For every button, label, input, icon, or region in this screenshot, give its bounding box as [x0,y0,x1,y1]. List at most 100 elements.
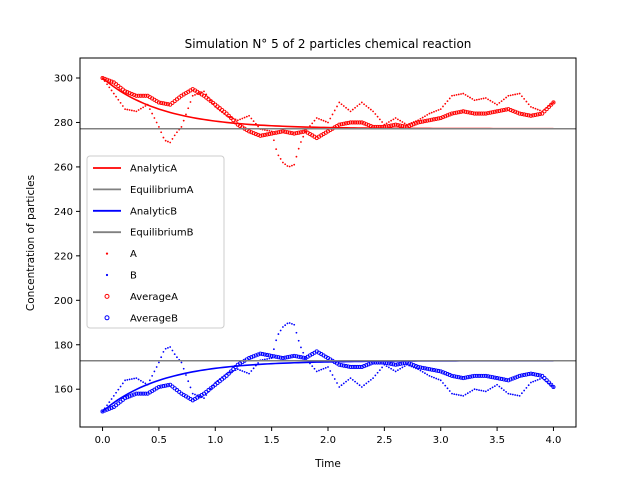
point-A [354,106,356,109]
point-B [498,385,501,388]
average-point-AverageA [452,111,457,116]
point-B [433,376,435,379]
average-point-AverageB [276,355,281,360]
average-point-AverageA [265,132,270,137]
point-B [284,324,287,327]
series-AverageA [100,75,556,141]
point-B [110,398,113,400]
point-B [160,356,163,359]
average-point-AverageB [431,368,437,373]
chart-title: Simulation N° 5 of 2 particles chemical … [185,37,472,51]
point-B [403,365,406,367]
average-point-AverageA [429,117,434,122]
point-A [144,105,147,107]
average-point-AverageA [490,110,495,115]
point-A [462,92,465,95]
point-B [128,378,131,381]
average-point-AverageA [129,91,134,97]
average-point-AverageA [474,111,479,116]
average-point-AverageB [544,378,549,383]
point-A [424,115,426,118]
average-point-AverageA [551,100,556,105]
point-B [121,382,124,385]
average-point-AverageB [486,374,491,379]
point-B [158,361,160,364]
point-A [295,155,298,158]
average-point-AverageA [141,93,146,98]
point-B [318,369,320,372]
average-point-AverageA [285,130,290,135]
point-A [189,101,192,103]
average-point-AverageB [540,373,545,378]
average-point-AverageB [260,352,265,357]
average-point-AverageA [163,101,168,106]
average-point-AverageA [355,120,360,125]
point-B [387,366,390,369]
point-B [345,380,347,383]
point-A [401,121,404,123]
average-point-AverageB [461,376,466,381]
average-point-AverageA [436,116,441,121]
average-point-AverageA [434,116,439,121]
average-point-AverageA [267,131,272,137]
average-point-AverageB [132,392,137,397]
point-B [322,367,325,370]
point-A [385,122,388,125]
point-B [203,397,205,400]
average-point-AverageA [224,111,229,116]
point-A [419,118,422,120]
point-B [473,388,476,391]
average-point-AverageB [522,372,527,378]
average-point-AverageB [359,364,364,370]
average-point-AverageB [249,355,254,360]
average-point-AverageA [497,108,502,113]
average-point-AverageA [134,93,139,98]
average-point-AverageA [353,120,358,125]
point-A [518,92,521,95]
average-point-AverageA [467,110,473,115]
point-B [396,369,399,371]
point-A [396,118,399,121]
average-point-AverageA [229,115,234,121]
average-point-AverageB [337,362,342,367]
average-point-AverageB [231,367,236,372]
point-A [268,130,271,132]
point-A [394,117,397,119]
average-point-AverageA [447,112,452,117]
average-point-AverageA [501,107,506,113]
average-point-AverageB [346,364,351,369]
legend-label: EquilibriumB [130,228,194,239]
point-A [498,102,501,104]
point-A [297,147,300,150]
point-A [160,131,163,134]
average-point-AverageB [470,374,475,379]
legend-item-B: B [105,271,137,282]
point-B [496,383,498,386]
average-point-AverageA [271,131,276,136]
average-point-AverageA [274,130,279,135]
point-B [139,379,142,382]
average-point-AverageB [301,355,306,360]
point-B [275,339,278,342]
point-B [313,367,316,370]
average-point-AverageB [438,369,443,374]
x-tick-label: 1.5 [264,435,280,446]
average-point-AverageB [156,384,161,390]
average-point-AverageB [343,364,349,369]
average-point-AverageB [479,373,484,378]
legend-label: AverageB [130,313,178,324]
average-point-AverageB [267,353,272,358]
point-B [300,346,302,349]
average-point-AverageB [447,372,452,378]
point-A [282,161,284,164]
point-A [500,100,503,103]
legend: AnalyticA EquilibriumA AnalyticB Equilibriu… [86,155,225,329]
average-point-AverageA [278,129,283,134]
point-A [360,101,363,104]
point-A [507,94,510,97]
average-point-AverageB [280,356,285,361]
point-A [318,118,320,120]
average-point-AverageB [364,363,369,368]
point-B [460,394,462,397]
